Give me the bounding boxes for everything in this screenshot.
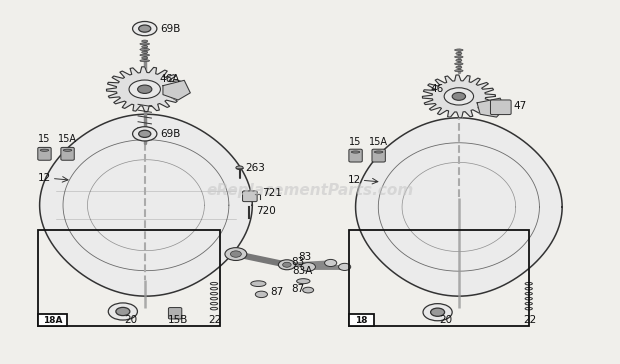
Ellipse shape <box>142 46 148 48</box>
FancyBboxPatch shape <box>169 308 182 319</box>
Ellipse shape <box>140 48 149 51</box>
FancyBboxPatch shape <box>38 147 51 160</box>
Text: 15: 15 <box>38 134 51 144</box>
Ellipse shape <box>352 151 360 153</box>
Text: 20: 20 <box>124 316 137 325</box>
Circle shape <box>444 88 474 105</box>
Bar <box>38 314 67 327</box>
Text: 18: 18 <box>355 316 368 325</box>
Text: 720: 720 <box>257 206 277 215</box>
Text: 22: 22 <box>208 316 222 325</box>
Ellipse shape <box>142 57 148 59</box>
Text: 20: 20 <box>439 316 452 325</box>
Text: 87: 87 <box>270 287 284 297</box>
Text: 12: 12 <box>38 173 51 183</box>
Polygon shape <box>422 75 495 118</box>
Ellipse shape <box>296 279 310 284</box>
Ellipse shape <box>140 60 149 62</box>
Text: 12: 12 <box>348 175 361 185</box>
Text: 15B: 15B <box>167 316 188 325</box>
Circle shape <box>325 260 337 266</box>
Ellipse shape <box>456 52 462 55</box>
Text: 15A: 15A <box>58 134 77 144</box>
Circle shape <box>133 21 157 36</box>
Text: 46A: 46A <box>160 74 180 84</box>
Ellipse shape <box>140 54 149 56</box>
Text: 721: 721 <box>263 189 283 198</box>
Circle shape <box>133 127 157 141</box>
Ellipse shape <box>63 149 72 151</box>
FancyBboxPatch shape <box>372 149 386 162</box>
Text: 87: 87 <box>291 284 304 294</box>
Circle shape <box>423 304 452 321</box>
Text: 83A: 83A <box>292 266 312 276</box>
Circle shape <box>283 262 291 267</box>
Ellipse shape <box>454 70 463 72</box>
Bar <box>350 314 374 327</box>
Text: 15: 15 <box>350 137 361 147</box>
Ellipse shape <box>454 63 463 65</box>
Ellipse shape <box>303 287 314 293</box>
Polygon shape <box>356 118 562 296</box>
Ellipse shape <box>140 43 149 45</box>
Text: eReplacementParts.com: eReplacementParts.com <box>206 183 414 198</box>
Ellipse shape <box>250 281 266 286</box>
Circle shape <box>138 85 152 94</box>
Circle shape <box>339 263 351 270</box>
Text: 83: 83 <box>291 257 304 266</box>
Circle shape <box>129 80 161 99</box>
Circle shape <box>116 307 130 316</box>
Circle shape <box>225 248 247 261</box>
FancyBboxPatch shape <box>349 149 362 162</box>
Text: 69B: 69B <box>160 24 180 33</box>
Ellipse shape <box>255 291 267 298</box>
Circle shape <box>452 92 466 100</box>
Text: 18A: 18A <box>43 316 62 325</box>
Circle shape <box>431 308 445 316</box>
Ellipse shape <box>454 49 463 51</box>
Ellipse shape <box>142 51 148 54</box>
Ellipse shape <box>456 59 462 62</box>
Text: 22: 22 <box>523 316 536 325</box>
Text: 69B: 69B <box>160 129 180 139</box>
Bar <box>350 230 529 327</box>
FancyBboxPatch shape <box>61 147 74 160</box>
Circle shape <box>139 25 151 32</box>
FancyBboxPatch shape <box>242 191 257 202</box>
Circle shape <box>301 262 316 271</box>
Polygon shape <box>163 80 190 100</box>
Bar <box>38 230 220 327</box>
Polygon shape <box>40 114 252 296</box>
Text: 83: 83 <box>298 252 311 262</box>
Polygon shape <box>107 67 183 112</box>
Text: 47: 47 <box>513 102 527 111</box>
Ellipse shape <box>236 166 243 170</box>
FancyBboxPatch shape <box>490 100 511 115</box>
Circle shape <box>139 130 151 137</box>
Text: 263: 263 <box>246 163 265 173</box>
Ellipse shape <box>142 40 148 42</box>
Ellipse shape <box>374 151 383 153</box>
Polygon shape <box>477 98 505 117</box>
Text: 15A: 15A <box>369 137 388 147</box>
Ellipse shape <box>456 66 462 68</box>
Ellipse shape <box>454 56 463 58</box>
Circle shape <box>278 260 295 270</box>
Ellipse shape <box>40 149 49 151</box>
Text: 46: 46 <box>430 84 444 94</box>
Circle shape <box>108 303 138 320</box>
Circle shape <box>231 251 241 257</box>
